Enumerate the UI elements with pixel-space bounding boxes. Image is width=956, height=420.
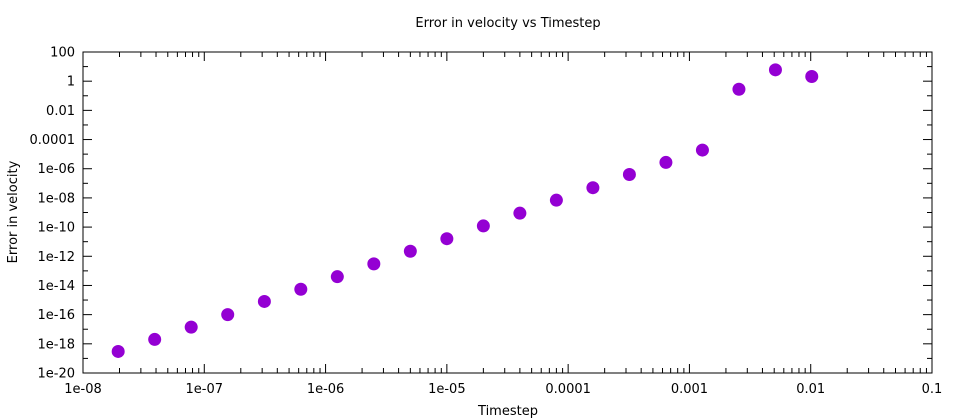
plot-frame xyxy=(82,51,933,374)
data-point xyxy=(805,69,819,83)
y-tick-label: 0.01 xyxy=(46,104,75,119)
y-tick-label: 1e-20 xyxy=(37,367,75,382)
x-tick-label: 1e-05 xyxy=(428,382,466,397)
data-point xyxy=(659,155,673,169)
x-tick-label: 0.001 xyxy=(671,382,708,397)
data-point xyxy=(549,193,563,207)
data-point xyxy=(257,294,271,308)
y-tick-label: 1e-10 xyxy=(37,221,75,236)
data-point xyxy=(695,143,709,157)
y-tick-label: 1e-12 xyxy=(37,250,75,265)
y-tick-label: 100 xyxy=(50,46,75,61)
x-tick-label: 1e-07 xyxy=(186,382,224,397)
data-point xyxy=(148,332,162,346)
y-tick-label: 1e-08 xyxy=(37,191,75,206)
data-point xyxy=(403,244,417,258)
y-tick-label: 1e-16 xyxy=(37,308,75,323)
x-tick-label: 1e-08 xyxy=(64,382,102,397)
y-tick-label: 0.0001 xyxy=(30,133,76,148)
data-point xyxy=(184,320,198,334)
data-point xyxy=(294,282,308,296)
y-tick-label: 1e-06 xyxy=(37,162,75,177)
data-points xyxy=(111,63,819,358)
data-point xyxy=(367,257,381,271)
data-point xyxy=(586,181,600,195)
y-axis-label: Error in velocity xyxy=(6,160,21,263)
x-tick-label: 0.01 xyxy=(796,382,825,397)
data-point xyxy=(111,344,125,358)
data-point xyxy=(768,63,782,77)
x-tick-label: 1e-06 xyxy=(307,382,345,397)
data-point xyxy=(330,270,344,284)
chart-title: Error in velocity vs Timestep xyxy=(415,16,600,31)
data-point xyxy=(732,82,746,96)
x-tick-label: 0.1 xyxy=(922,382,943,397)
x-axis-label: Timestep xyxy=(477,404,538,419)
y-tick-label: 1 xyxy=(67,75,75,90)
data-point xyxy=(476,219,490,233)
y-tick-label: 1e-14 xyxy=(37,279,75,294)
x-tick-label: 0.0001 xyxy=(545,382,591,397)
data-point xyxy=(221,308,235,322)
data-point xyxy=(513,206,527,220)
data-point xyxy=(440,232,454,246)
data-point xyxy=(622,168,636,182)
y-tick-label: 1e-18 xyxy=(37,337,75,352)
